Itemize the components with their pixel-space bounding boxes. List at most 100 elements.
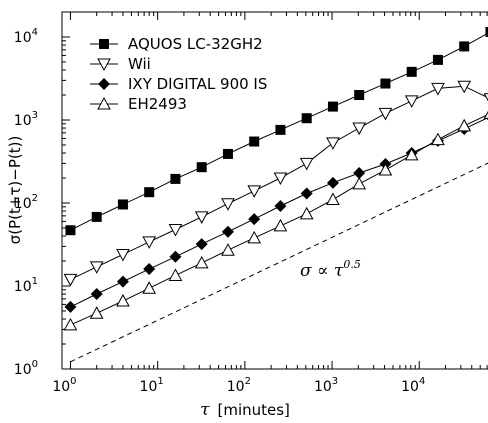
data-point bbox=[432, 54, 443, 65]
data-point bbox=[222, 148, 233, 159]
y-tick-base: 10 bbox=[14, 196, 32, 212]
y-tick-exp: 4 bbox=[32, 27, 38, 38]
data-point bbox=[353, 166, 366, 179]
y-tick-base: 10 bbox=[14, 279, 32, 295]
data-point bbox=[142, 236, 157, 249]
data-point bbox=[91, 211, 102, 222]
y-tick-label: 102 bbox=[14, 193, 38, 212]
x-tick-label: 100 bbox=[52, 376, 76, 395]
x-tick-labels: 100 101 102 103 104 bbox=[52, 376, 425, 395]
data-point bbox=[194, 211, 209, 224]
reference-line-path bbox=[70, 162, 488, 363]
data-point bbox=[327, 101, 338, 112]
data-point bbox=[326, 192, 340, 206]
data-point bbox=[352, 176, 367, 190]
legend-label: Wii bbox=[128, 55, 151, 73]
legend-marker bbox=[98, 78, 110, 90]
y-tick-base: 10 bbox=[14, 113, 32, 129]
data-point bbox=[117, 199, 128, 210]
y-tick-exp: 3 bbox=[32, 110, 38, 121]
legend-marker bbox=[97, 96, 111, 110]
data-point bbox=[65, 225, 76, 236]
data-point bbox=[170, 173, 181, 184]
x-tick-exp: 1 bbox=[157, 376, 163, 387]
data-point bbox=[299, 206, 314, 220]
x-tick-label: 102 bbox=[227, 376, 251, 395]
data-point bbox=[116, 248, 130, 262]
data-point bbox=[116, 275, 129, 288]
y-tick-base: 10 bbox=[14, 362, 32, 378]
data-point bbox=[196, 162, 207, 173]
y-tick-exp: 2 bbox=[32, 193, 38, 204]
series-line bbox=[70, 113, 488, 326]
legend: AQUOS LC-32GH2 Wii IXY DIGITAL 900 IS EH249… bbox=[90, 35, 267, 113]
data-point bbox=[89, 261, 104, 274]
y-tick-exp: 0 bbox=[32, 359, 38, 370]
legend-marker bbox=[99, 39, 109, 49]
y-tick-label: 100 bbox=[14, 359, 38, 378]
x-tick-exp: 4 bbox=[419, 376, 425, 387]
data-point bbox=[90, 288, 103, 301]
series-2 bbox=[64, 113, 488, 313]
data-point bbox=[142, 281, 157, 294]
x-tick-exp: 3 bbox=[332, 376, 338, 387]
data-point bbox=[380, 78, 391, 89]
data-point bbox=[89, 306, 104, 319]
series-group bbox=[63, 26, 488, 331]
data-point bbox=[64, 300, 77, 313]
data-point bbox=[431, 82, 445, 96]
x-tick-base: 10 bbox=[314, 379, 332, 395]
legend-label: AQUOS LC-32GH2 bbox=[128, 35, 263, 53]
y-tick-exp: 1 bbox=[32, 276, 38, 287]
data-point bbox=[485, 26, 488, 37]
data-point bbox=[352, 122, 367, 136]
data-point bbox=[301, 113, 312, 124]
x-tick-label: 104 bbox=[401, 376, 425, 395]
data-point bbox=[378, 162, 393, 176]
data-point bbox=[247, 230, 262, 244]
data-point bbox=[63, 317, 78, 331]
data-point bbox=[116, 293, 130, 307]
y-tick-base: 10 bbox=[14, 30, 32, 46]
y-axis-label: σ(P(t+τ)−P(t)) bbox=[6, 136, 24, 245]
x-tick-exp: 0 bbox=[70, 376, 76, 387]
data-point bbox=[406, 66, 417, 77]
data-point bbox=[404, 147, 419, 161]
legend-marker bbox=[97, 58, 111, 72]
series-1 bbox=[63, 80, 488, 287]
x-tick-exp: 2 bbox=[245, 376, 251, 387]
data-point bbox=[273, 218, 288, 232]
data-point bbox=[431, 132, 445, 146]
data-point bbox=[326, 137, 340, 150]
x-tick-base: 10 bbox=[401, 379, 419, 395]
x-tick-label: 101 bbox=[140, 376, 164, 395]
data-point bbox=[194, 255, 209, 269]
data-point bbox=[168, 223, 183, 237]
annotation: σ ∝ τ0.5 bbox=[300, 258, 361, 281]
data-point bbox=[459, 41, 470, 52]
x-axis-unit: [minutes] bbox=[217, 401, 289, 419]
annotation-text: σ ∝ τ bbox=[300, 261, 344, 281]
plot-frame bbox=[61, 11, 488, 370]
data-point bbox=[354, 90, 365, 101]
data-point bbox=[63, 273, 78, 287]
data-point bbox=[195, 238, 208, 251]
data-point bbox=[457, 118, 472, 132]
data-point bbox=[169, 250, 182, 263]
data-point bbox=[221, 198, 235, 211]
data-point bbox=[483, 93, 488, 102]
data-point bbox=[483, 110, 488, 119]
x-tick-base: 10 bbox=[52, 379, 70, 395]
legend-label: EH2493 bbox=[128, 95, 187, 113]
data-point bbox=[221, 243, 235, 256]
x-tick-base: 10 bbox=[140, 379, 158, 395]
series-0 bbox=[65, 26, 488, 236]
data-point bbox=[457, 80, 472, 94]
y-tick-label: 104 bbox=[14, 27, 38, 46]
data-point bbox=[168, 268, 183, 281]
data-point bbox=[378, 107, 393, 121]
annotation-exponent: 0.5 bbox=[343, 258, 361, 271]
legend-label: IXY DIGITAL 900 IS bbox=[128, 75, 267, 93]
data-point bbox=[273, 172, 288, 186]
